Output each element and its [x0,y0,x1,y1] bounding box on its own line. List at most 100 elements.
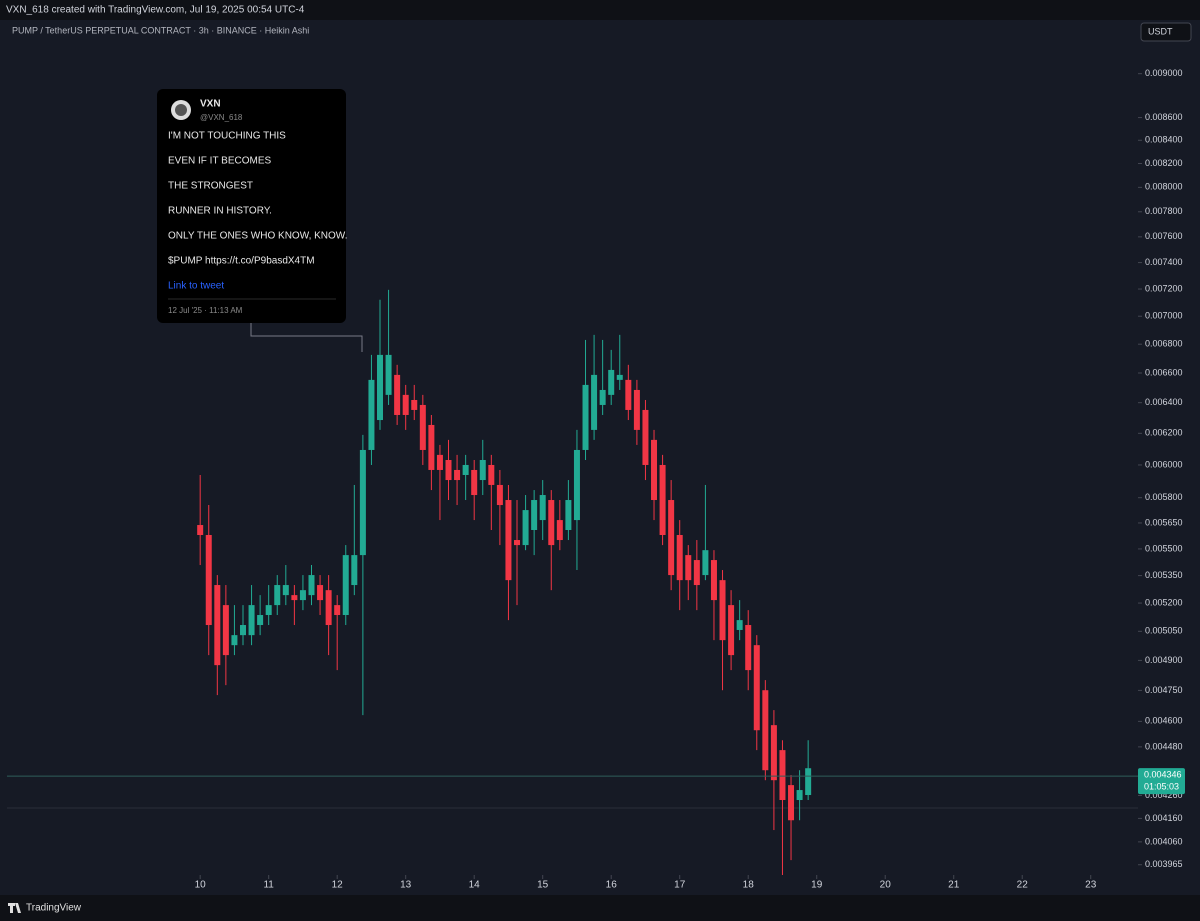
candle-body [539,495,546,521]
last-price-box [1138,768,1185,795]
brand-logo [8,903,21,913]
y-tick-label: 0.004900 [1145,655,1183,665]
candle-body [633,389,640,430]
footer-bar [0,895,1200,921]
candle-body [351,555,358,586]
plot [197,289,812,875]
x-tick-label: 10 [195,880,207,891]
candle-body [565,500,572,530]
candle-body [454,469,461,481]
candle-body [291,595,298,601]
tweet-line: RUNNER IN HISTORY. [168,206,272,217]
candle-body [522,510,529,546]
x-tick-label: 21 [948,880,960,891]
candle-body [719,580,726,641]
x-tick-label: 18 [743,880,755,891]
candle-body [197,525,204,536]
x-tick-label: 17 [674,880,686,891]
candle-body [479,459,486,481]
candle-body [505,500,512,581]
x-tick-label: 13 [400,880,412,891]
candle-body [710,560,717,601]
candle-body [488,464,495,485]
y-tick-label: 0.004750 [1145,685,1183,695]
y-tick-label: 0.008200 [1145,158,1183,168]
symbol-title: PUMP / TetherUS PERPETUAL CONTRACT · 3h … [12,25,309,35]
candle-body [214,585,221,666]
candle-body [282,585,289,596]
candle-body [762,690,769,771]
candle-body [556,520,563,541]
tweet-line: I'M NOT TOUCHING THIS [168,131,286,142]
candle-body [205,535,212,626]
y-tick-label: 0.007600 [1145,231,1183,241]
candle-body [548,500,555,546]
y-tick-label: 0.008000 [1145,182,1183,192]
candle-body [642,409,649,465]
header-bar [0,0,1200,20]
candle-body [231,635,238,646]
candle-body [342,555,349,616]
candle-body [573,449,580,521]
currency[interactable]: USDT [1148,26,1173,36]
candle-body [222,605,229,656]
candle-body [239,625,246,636]
candle-body [325,590,332,626]
candle-body [411,399,418,410]
candle-body [377,354,384,421]
y-tick-label: 0.004260 [1145,790,1183,800]
candle-body [445,459,452,481]
candle-body [257,615,264,626]
y-tick-label: 0.006800 [1145,339,1183,349]
candle-body [582,384,589,450]
connector [250,323,363,352]
y-tick-label: 0.005500 [1145,543,1183,553]
x-tick-label: 19 [811,880,823,891]
tweet-background [157,89,346,323]
y-tick-label: 0.006000 [1145,459,1183,469]
tweet-handle: @VXN_618 [200,113,243,122]
candle-body [591,374,598,430]
candle-body [616,374,623,380]
y-tick-label: 0.007200 [1145,283,1183,293]
candle-body [359,449,366,556]
tweet-link[interactable]: Link to tweet [168,281,224,292]
candle-body [693,560,700,586]
y-tick-label: 0.008600 [1145,112,1183,122]
candle-body [796,790,803,801]
candle-body [659,464,666,536]
candle-body [317,585,324,601]
tweet-line: EVEN IF IT BECOMES [168,156,271,167]
tweet-line: $PUMP https://t.co/P9basdX4TM [168,256,315,267]
tweet-card: VXN @VXN_618 Link to tweet 12 Jul '25 · … [157,89,363,352]
x-tick-label: 20 [880,880,892,891]
x-tick-label: 23 [1085,880,1097,891]
y-tick-label: 0.004060 [1145,836,1183,846]
candle-body [651,439,658,501]
y-tick-label: 0.005050 [1145,626,1183,636]
candle-body [274,585,281,606]
tweet-line: THE STRONGEST [168,181,253,192]
y-tick-label: 0.006400 [1145,397,1183,407]
candle-body [471,469,478,496]
candle-body [770,725,777,781]
candle-body [308,575,315,596]
candle-body [788,785,795,821]
candle-body [334,605,341,616]
candle-body [514,540,521,546]
candle-body [428,424,435,470]
y-tick-label: 0.005800 [1145,492,1183,502]
currency-box[interactable] [1140,22,1192,42]
y-tick-label: 0.009000 [1145,68,1183,78]
y-tick-label: 0.007400 [1145,257,1183,267]
candle-body [402,394,409,415]
candle-body [394,374,401,415]
x-tick-label: 16 [606,880,618,891]
tweet-name: VXN [200,99,221,110]
y-tick-label: 0.004600 [1145,716,1183,726]
y-tick-label: 0.006200 [1145,428,1183,438]
candle-body [745,625,752,671]
x-tick-label: 15 [537,880,549,891]
x-tick-label: 11 [263,880,274,891]
